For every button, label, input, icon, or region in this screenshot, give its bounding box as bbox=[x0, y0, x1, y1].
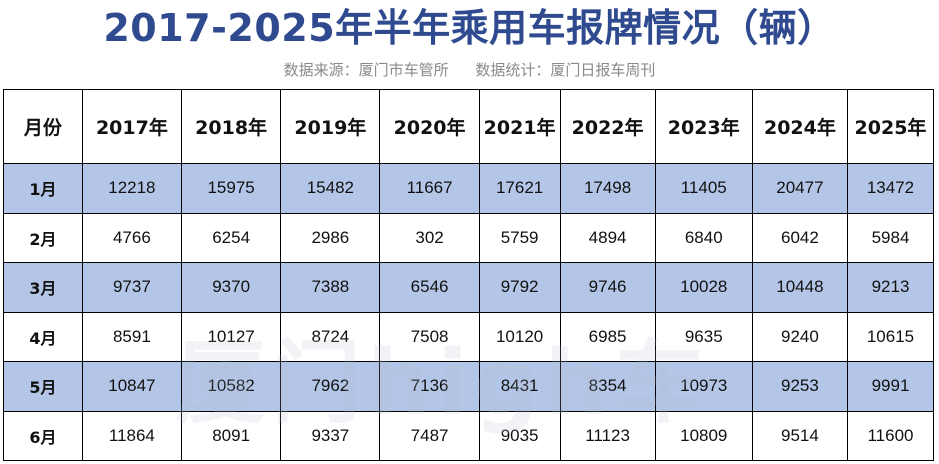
table-row: 1月 12218 15975 15482 11667 17621 17498 1… bbox=[3, 163, 935, 214]
header-cell: 2022年 bbox=[559, 89, 656, 164]
value-cell: 7962 bbox=[280, 361, 381, 412]
table-row: 4月 8591 10127 8724 7508 10120 6985 9635 … bbox=[3, 311, 935, 362]
value-cell: 8724 bbox=[280, 311, 381, 362]
value-cell: 4766 bbox=[81, 212, 183, 263]
value-cell: 13472 bbox=[846, 163, 935, 214]
value-cell: 8591 bbox=[81, 311, 183, 362]
value-cell: 10847 bbox=[81, 361, 183, 412]
month-cell: 3月 bbox=[3, 262, 83, 313]
value-cell: 11600 bbox=[846, 410, 935, 461]
value-cell: 9240 bbox=[751, 311, 848, 362]
value-cell: 11405 bbox=[654, 163, 753, 214]
header-cell: 2024年 bbox=[751, 89, 848, 164]
value-cell: 5984 bbox=[846, 212, 935, 263]
value-cell: 5759 bbox=[478, 212, 561, 263]
month-cell: 6月 bbox=[3, 410, 83, 461]
value-cell: 9337 bbox=[280, 410, 381, 461]
value-cell: 6546 bbox=[379, 262, 480, 313]
value-cell: 302 bbox=[379, 212, 480, 263]
header-cell: 2023年 bbox=[654, 89, 753, 164]
value-cell: 12218 bbox=[81, 163, 183, 214]
value-cell: 8431 bbox=[478, 361, 561, 412]
value-cell: 10615 bbox=[846, 311, 935, 362]
month-cell: 1月 bbox=[3, 163, 83, 214]
data-source: 数据来源：厦门市车管所 bbox=[283, 61, 449, 79]
value-cell: 10582 bbox=[180, 361, 282, 412]
value-cell: 17621 bbox=[478, 163, 561, 214]
month-cell: 4月 bbox=[3, 311, 83, 362]
value-cell: 8091 bbox=[180, 410, 282, 461]
header-row: 月份 2017年 2018年 2019年 2020年 2021年 2022年 2… bbox=[3, 89, 935, 164]
value-cell: 10127 bbox=[180, 311, 282, 362]
value-cell: 11667 bbox=[379, 163, 480, 214]
header-cell: 2020年 bbox=[379, 89, 480, 164]
table-row: 5月 10847 10582 7962 7136 8431 8354 10973… bbox=[3, 361, 935, 412]
value-cell: 9035 bbox=[478, 410, 561, 461]
value-cell: 11864 bbox=[81, 410, 183, 461]
month-cell: 5月 bbox=[3, 361, 83, 412]
value-cell: 9991 bbox=[846, 361, 935, 412]
table-row: 2月 4766 6254 2986 302 5759 4894 6840 604… bbox=[3, 212, 935, 263]
value-cell: 9635 bbox=[654, 311, 753, 362]
header-cell: 2017年 bbox=[81, 89, 183, 164]
source-line: 数据来源：厦门市车管所 数据统计：厦门日报车周刊 bbox=[0, 58, 939, 82]
value-cell: 10120 bbox=[478, 311, 561, 362]
header-cell: 月份 bbox=[3, 89, 83, 164]
value-cell: 2986 bbox=[280, 212, 381, 263]
value-cell: 8354 bbox=[559, 361, 656, 412]
table-row: 6月 11864 8091 9337 7487 9035 11123 10809… bbox=[3, 410, 935, 461]
value-cell: 7136 bbox=[379, 361, 480, 412]
value-cell: 20477 bbox=[751, 163, 848, 214]
value-cell: 10973 bbox=[654, 361, 753, 412]
month-cell: 2月 bbox=[3, 212, 83, 263]
value-cell: 6042 bbox=[751, 212, 848, 263]
value-cell: 4894 bbox=[559, 212, 656, 263]
value-cell: 7508 bbox=[379, 311, 480, 362]
value-cell: 9792 bbox=[478, 262, 561, 313]
value-cell: 6254 bbox=[180, 212, 282, 263]
value-cell: 17498 bbox=[559, 163, 656, 214]
value-cell: 9213 bbox=[846, 262, 935, 313]
header-cell: 2019年 bbox=[280, 89, 381, 164]
data-statistics: 数据统计：厦门日报车周刊 bbox=[475, 61, 656, 79]
value-cell: 15975 bbox=[180, 163, 282, 214]
value-cell: 9253 bbox=[751, 361, 848, 412]
value-cell: 10028 bbox=[654, 262, 753, 313]
value-cell: 7388 bbox=[280, 262, 381, 313]
registration-table: 月份 2017年 2018年 2019年 2020年 2021年 2022年 2… bbox=[3, 89, 935, 461]
value-cell: 9370 bbox=[180, 262, 282, 313]
value-cell: 9746 bbox=[559, 262, 656, 313]
value-cell: 11123 bbox=[559, 410, 656, 461]
value-cell: 7487 bbox=[379, 410, 480, 461]
value-cell: 6840 bbox=[654, 212, 753, 263]
value-cell: 6985 bbox=[559, 311, 656, 362]
value-cell: 10448 bbox=[751, 262, 848, 313]
header-cell: 2025年 bbox=[846, 89, 935, 164]
value-cell: 9737 bbox=[81, 262, 183, 313]
value-cell: 15482 bbox=[280, 163, 381, 214]
value-cell: 9514 bbox=[751, 410, 848, 461]
header-cell: 2021年 bbox=[478, 89, 561, 164]
page-title: 2017-2025年半年乘用车报牌情况（辆） bbox=[103, 6, 836, 50]
value-cell: 10809 bbox=[654, 410, 753, 461]
table-row: 3月 9737 9370 7388 6546 9792 9746 10028 1… bbox=[3, 262, 935, 313]
header-cell: 2018年 bbox=[180, 89, 282, 164]
